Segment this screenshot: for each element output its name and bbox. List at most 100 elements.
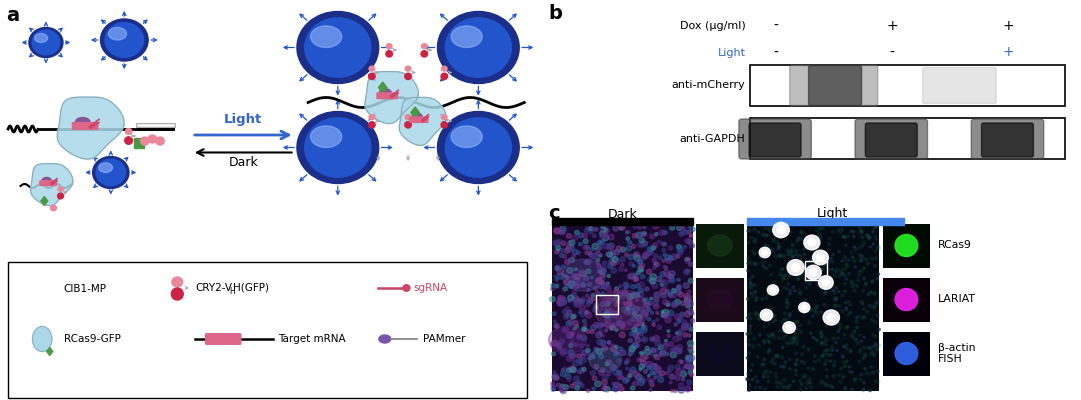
Circle shape — [664, 270, 670, 276]
Circle shape — [784, 255, 786, 258]
Circle shape — [561, 248, 565, 253]
Circle shape — [675, 299, 681, 305]
Circle shape — [599, 246, 602, 250]
Circle shape — [832, 374, 836, 378]
Circle shape — [784, 312, 786, 314]
Circle shape — [638, 377, 643, 382]
Circle shape — [608, 341, 611, 344]
Circle shape — [585, 251, 589, 254]
Circle shape — [839, 380, 842, 383]
Circle shape — [585, 245, 589, 249]
Circle shape — [798, 273, 801, 276]
Bar — [596, 295, 618, 314]
Circle shape — [769, 335, 771, 338]
Circle shape — [851, 252, 853, 254]
Circle shape — [662, 280, 665, 283]
Circle shape — [639, 307, 644, 312]
Circle shape — [633, 311, 638, 315]
Circle shape — [599, 354, 603, 359]
Circle shape — [851, 335, 854, 338]
Circle shape — [780, 356, 784, 359]
Circle shape — [588, 353, 595, 359]
Circle shape — [644, 303, 648, 306]
Circle shape — [782, 274, 784, 276]
Circle shape — [651, 350, 656, 356]
Circle shape — [641, 310, 646, 314]
Circle shape — [790, 256, 793, 258]
Circle shape — [677, 331, 682, 336]
Circle shape — [603, 234, 608, 239]
Circle shape — [835, 304, 838, 307]
Circle shape — [612, 382, 615, 385]
Circle shape — [854, 248, 857, 251]
Circle shape — [873, 249, 877, 252]
Circle shape — [616, 321, 620, 324]
Circle shape — [838, 330, 840, 332]
Circle shape — [614, 324, 617, 327]
Circle shape — [595, 348, 598, 350]
Circle shape — [763, 342, 766, 344]
Circle shape — [602, 334, 604, 337]
Circle shape — [619, 387, 624, 391]
Circle shape — [603, 312, 610, 318]
Circle shape — [808, 239, 816, 246]
Circle shape — [749, 261, 752, 264]
Circle shape — [833, 299, 836, 301]
Circle shape — [669, 275, 673, 279]
Circle shape — [628, 339, 632, 342]
Circle shape — [624, 287, 627, 290]
Text: CRY2-V: CRY2-V — [196, 283, 232, 293]
Circle shape — [608, 312, 614, 318]
Circle shape — [591, 355, 595, 358]
Circle shape — [773, 315, 776, 318]
Circle shape — [614, 287, 618, 290]
Circle shape — [614, 289, 619, 294]
Circle shape — [552, 375, 556, 378]
Circle shape — [871, 333, 875, 336]
Circle shape — [683, 283, 690, 288]
Circle shape — [627, 231, 630, 234]
Circle shape — [560, 300, 565, 306]
Circle shape — [770, 360, 773, 364]
Circle shape — [586, 224, 592, 230]
Circle shape — [629, 346, 636, 352]
Circle shape — [638, 314, 642, 319]
Ellipse shape — [404, 73, 412, 80]
Circle shape — [576, 359, 579, 362]
Circle shape — [641, 255, 646, 260]
Circle shape — [672, 301, 679, 307]
Circle shape — [595, 365, 599, 369]
Circle shape — [560, 299, 566, 304]
Circle shape — [751, 276, 753, 278]
Circle shape — [826, 275, 828, 277]
Circle shape — [862, 290, 865, 292]
Circle shape — [597, 323, 602, 328]
Circle shape — [665, 317, 671, 323]
Circle shape — [644, 350, 651, 355]
Ellipse shape — [379, 335, 391, 343]
Circle shape — [555, 250, 559, 254]
Circle shape — [563, 274, 565, 277]
Circle shape — [649, 380, 653, 384]
Circle shape — [760, 309, 773, 321]
Circle shape — [753, 312, 757, 315]
Circle shape — [663, 300, 668, 304]
Circle shape — [600, 233, 605, 238]
Circle shape — [625, 361, 628, 364]
Circle shape — [791, 244, 793, 246]
Circle shape — [759, 318, 761, 320]
Circle shape — [636, 344, 640, 347]
Circle shape — [601, 225, 605, 229]
Circle shape — [590, 330, 595, 334]
Circle shape — [792, 336, 795, 338]
Circle shape — [808, 321, 811, 324]
Circle shape — [653, 223, 659, 229]
Circle shape — [582, 327, 586, 331]
Circle shape — [849, 304, 852, 306]
Circle shape — [748, 313, 751, 316]
Text: LARIAT: LARIAT — [937, 294, 976, 304]
Circle shape — [768, 341, 771, 343]
Circle shape — [836, 349, 838, 352]
Circle shape — [751, 295, 755, 298]
Circle shape — [751, 250, 753, 252]
